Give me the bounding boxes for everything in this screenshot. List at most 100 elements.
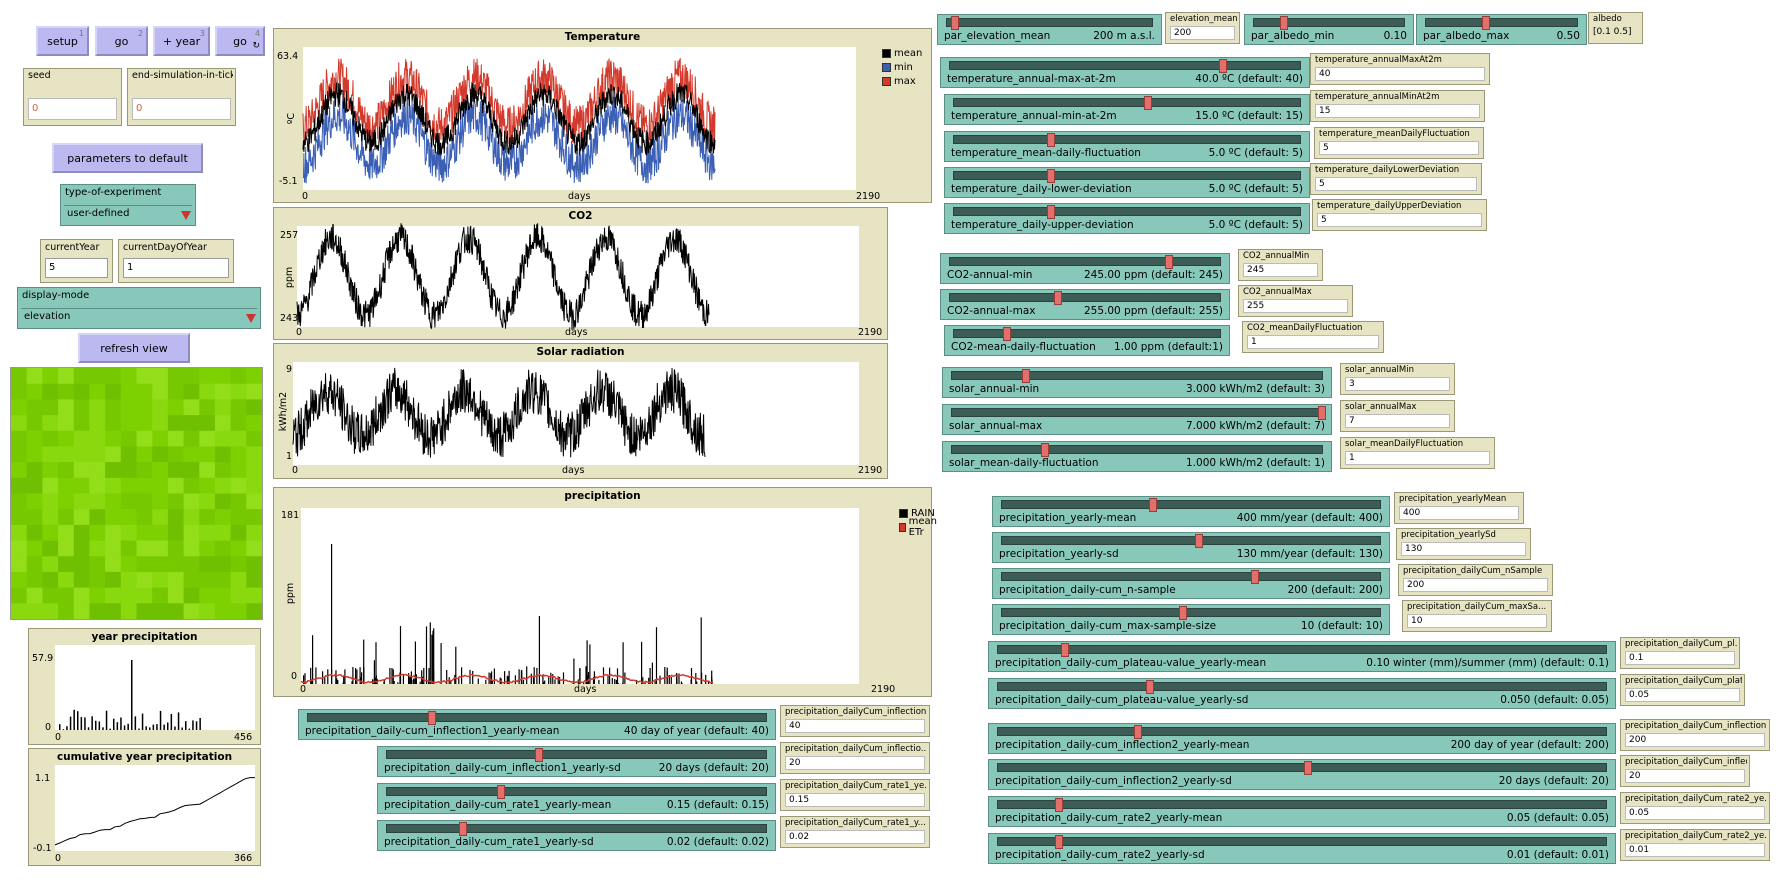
parameter-input[interactable]: temperature_dailyUpperDeviation 5 (1312, 199, 1487, 231)
parameter-input[interactable]: precipitation_dailyCum_plat... 0.05 (1620, 674, 1745, 706)
parameter-input[interactable]: precipitation_dailyCum_rate2_ye... 0.05 (1620, 792, 1770, 824)
parameter-slider[interactable]: precipitation_daily-cum_plateau-value_ye… (988, 678, 1616, 709)
parameter-input[interactable]: precipitation_dailyCum_rate1_y... 0.02 (780, 816, 930, 848)
parameter-slider[interactable]: precipitation_daily-cum_rate2_yearly-mea… (988, 796, 1616, 827)
parameter-slider[interactable]: precipitation_daily-cum_inflection2_year… (988, 723, 1616, 754)
parameter-input[interactable]: precipitation_dailyCum_maxSa... 10 (1402, 600, 1552, 632)
input-value[interactable]: 0.05 (1625, 806, 1765, 820)
input-value[interactable]: [0.1 0.5] (1593, 27, 1632, 37)
parameter-input[interactable]: solar_annualMax 7 (1340, 400, 1455, 432)
parameter-slider[interactable]: CO2-annual-min 245.00 ppm (default: 245) (940, 253, 1230, 284)
slider-thumb[interactable] (1482, 16, 1491, 30)
slider-thumb[interactable] (1164, 255, 1173, 269)
parameter-input[interactable]: precipitation_dailyCum_rate1_ye... 0.15 (780, 779, 930, 811)
setup-button[interactable]: setup 1 (36, 26, 89, 56)
parameter-input[interactable]: solar_annualMin 3 (1340, 363, 1455, 395)
parameter-slider[interactable]: solar_annual-max 7.000 kWh/m2 (default: … (942, 404, 1332, 435)
parameters-to-default-button[interactable]: parameters to default (52, 143, 203, 173)
slider-thumb[interactable] (1149, 498, 1158, 512)
slider-thumb[interactable] (1304, 761, 1313, 775)
slider-thumb[interactable] (496, 785, 505, 799)
input-value[interactable]: 5 (1315, 177, 1477, 191)
refresh-view-button[interactable]: refresh view (78, 333, 190, 363)
slider-thumb[interactable] (1280, 16, 1288, 30)
end-simulation-input[interactable]: end-simulation-in-tick 0 (127, 68, 236, 126)
parameter-input[interactable]: precipitation_dailyCum_inflection... 200 (1620, 719, 1770, 751)
input-value[interactable]: 0.05 (1625, 688, 1740, 702)
slider-thumb[interactable] (1046, 169, 1055, 183)
elevation-mean-input[interactable]: elevation_mean 200 (1165, 12, 1240, 44)
input-value[interactable]: 10 (1407, 614, 1547, 628)
input-value[interactable]: 40 (1315, 67, 1485, 81)
parameter-slider[interactable]: temperature_daily-upper-deviation 5.0 ºC… (944, 203, 1310, 234)
parameter-slider[interactable]: solar_mean-daily-fluctuation 1.000 kWh/m… (942, 441, 1332, 472)
end-simulation-value[interactable]: 0 (132, 98, 231, 120)
parameter-slider[interactable]: precipitation_daily-cum_n-sample 200 (de… (992, 568, 1390, 599)
parameter-slider[interactable]: CO2-annual-max 255.00 ppm (default: 255) (940, 289, 1230, 320)
input-value[interactable]: 200 (1403, 578, 1548, 592)
slider-thumb[interactable] (1318, 406, 1326, 420)
seed-value[interactable]: 0 (28, 98, 117, 120)
parameter-slider[interactable]: precipitation_daily-cum_inflection2_year… (988, 759, 1616, 790)
parameter-input[interactable]: CO2_meanDailyFluctuation 1 (1242, 321, 1384, 353)
parameter-slider[interactable]: precipitation_daily-cum_max-sample-size … (992, 604, 1390, 635)
input-value[interactable]: 7 (1345, 414, 1450, 428)
elevation-mean-slider[interactable]: par_elevation_mean 200 m a.s.l. (937, 14, 1162, 45)
parameter-input[interactable]: precipitation_dailyCum_pl... 0.1 (1620, 637, 1740, 669)
input-value[interactable]: 5 (1317, 213, 1482, 227)
slider-thumb[interactable] (1046, 205, 1055, 219)
input-value[interactable]: 0.01 (1625, 843, 1765, 857)
parameter-slider[interactable]: precipitation_daily-cum_inflection1_year… (298, 709, 776, 740)
parameter-input[interactable]: precipitation_dailyCum_nSample 200 (1398, 564, 1553, 596)
parameter-slider[interactable]: CO2-mean-daily-fluctuation 1.00 ppm (def… (944, 325, 1230, 356)
input-value[interactable]: 20 (1625, 769, 1745, 783)
parameter-input[interactable]: temperature_meanDailyFluctuation 5 (1314, 127, 1484, 159)
parameter-input[interactable]: temperature_dailyLowerDeviation 5 (1310, 163, 1482, 195)
input-value[interactable]: 200 (1170, 26, 1235, 40)
slider-thumb[interactable] (1251, 570, 1260, 584)
display-mode-chooser[interactable]: display-mode elevation (17, 287, 261, 329)
input-value[interactable]: 3 (1345, 377, 1450, 391)
parameter-slider[interactable]: precipitation_daily-cum_inflection1_year… (377, 746, 776, 777)
slider-thumb[interactable] (458, 822, 467, 836)
slider-thumb[interactable] (1060, 643, 1069, 657)
input-value[interactable]: 5 (1319, 141, 1479, 155)
slider-thumb[interactable] (427, 711, 436, 725)
slider-thumb[interactable] (1054, 291, 1062, 305)
parameter-input[interactable]: precipitation_yearlySd 130 (1396, 528, 1531, 560)
slider-thumb[interactable] (951, 16, 960, 30)
go-once-button[interactable]: go 2 (95, 26, 148, 56)
parameter-slider[interactable]: precipitation_daily-cum_rate1_yearly-mea… (377, 783, 776, 814)
parameter-input[interactable]: solar_meanDailyFluctuation 1 (1340, 437, 1495, 469)
parameter-slider[interactable]: solar_annual-min 3.000 kWh/m2 (default: … (942, 367, 1332, 398)
parameter-slider[interactable]: temperature_annual-max-at-2m 40.0 ºC (de… (940, 57, 1310, 88)
go-forever-button[interactable]: go 4 ↻ (215, 26, 265, 56)
input-value[interactable]: 400 (1399, 506, 1519, 520)
albedo-min-slider[interactable]: par_albedo_min 0.10 (1244, 14, 1414, 45)
slider-thumb[interactable] (1146, 680, 1154, 694)
input-value[interactable]: 0.02 (785, 830, 925, 844)
input-value[interactable]: 200 (1625, 733, 1765, 747)
parameter-input[interactable]: precipitation_yearlyMean 400 (1394, 492, 1524, 524)
albedo-max-slider[interactable]: par_albedo_max 0.50 (1416, 14, 1587, 45)
albedo-input[interactable]: albedo [0.1 0.5] (1588, 12, 1643, 44)
input-value[interactable]: 255 (1243, 299, 1348, 313)
input-value[interactable]: 15 (1315, 104, 1480, 118)
slider-thumb[interactable] (1143, 96, 1152, 110)
input-value[interactable]: 0.1 (1625, 651, 1735, 665)
input-value[interactable]: 0.15 (785, 793, 925, 807)
parameter-input[interactable]: CO2_annualMax 255 (1238, 285, 1353, 317)
parameter-slider[interactable]: precipitation_daily-cum_rate2_yearly-sd … (988, 833, 1616, 864)
slider-thumb[interactable] (1194, 534, 1203, 548)
input-value[interactable]: 1 (1247, 335, 1379, 349)
input-value[interactable]: 130 (1401, 542, 1526, 556)
parameter-slider[interactable]: temperature_daily-lower-deviation 5.0 ºC… (944, 167, 1310, 198)
seed-input[interactable]: seed 0 (23, 68, 122, 126)
parameter-input[interactable]: temperature_annualMinAt2m 15 (1310, 90, 1485, 122)
input-value[interactable]: 245 (1243, 263, 1318, 277)
parameter-input[interactable]: temperature_annualMaxAt2m 40 (1310, 53, 1490, 85)
slider-thumb[interactable] (1219, 59, 1227, 73)
parameter-input[interactable]: CO2_annualMin 245 (1238, 249, 1323, 281)
parameter-slider[interactable]: precipitation_daily-cum_plateau-value_ye… (988, 641, 1616, 672)
parameter-slider[interactable]: temperature_mean-daily-fluctuation 5.0 º… (944, 131, 1310, 162)
